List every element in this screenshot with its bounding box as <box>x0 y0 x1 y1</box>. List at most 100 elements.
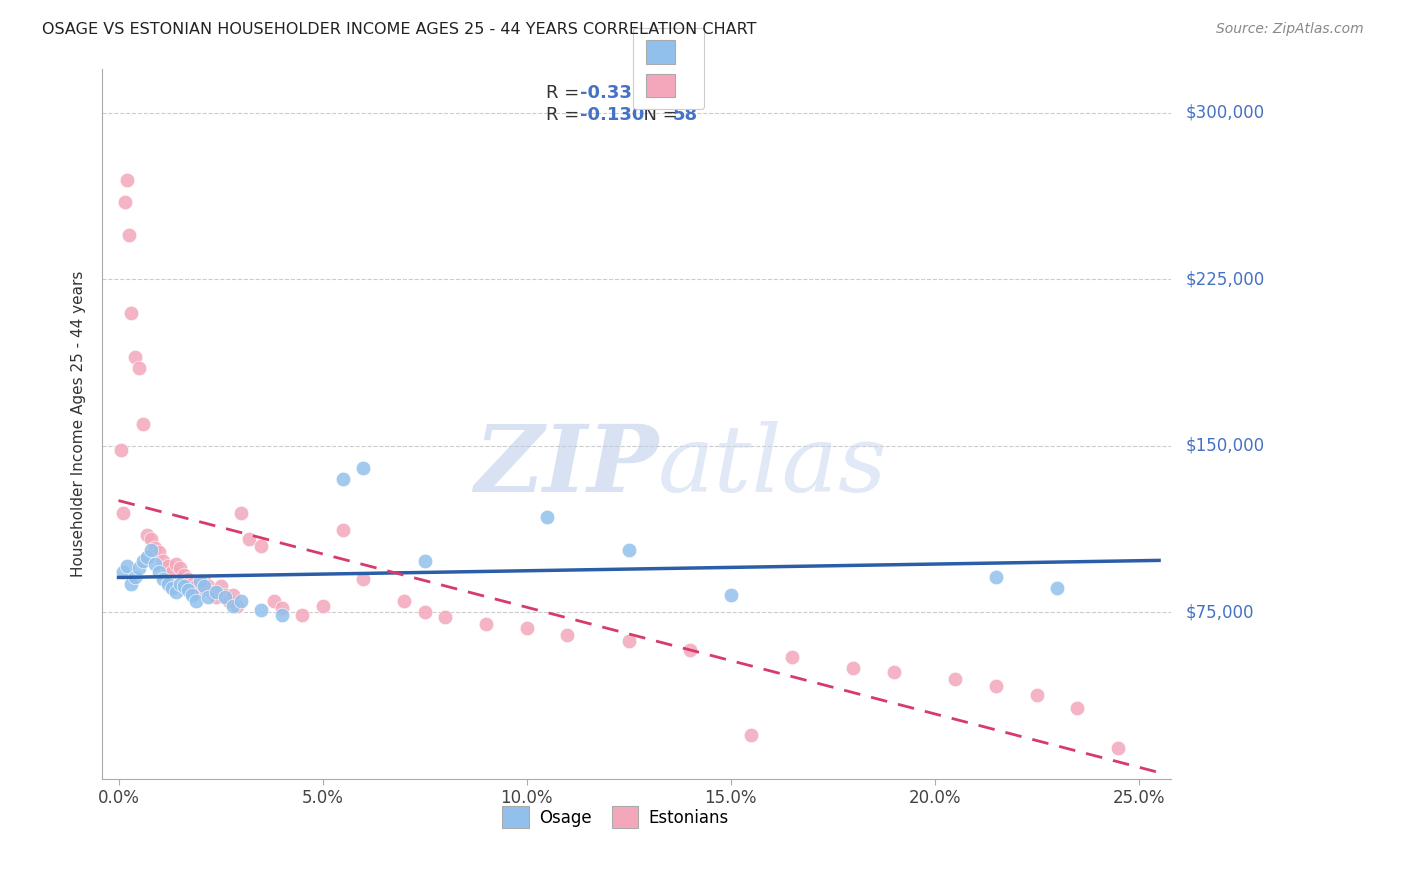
Point <box>413 554 436 568</box>
Point <box>184 594 207 608</box>
Point <box>679 643 702 657</box>
Text: Source: ZipAtlas.com: Source: ZipAtlas.com <box>1216 22 1364 37</box>
Point <box>165 585 187 599</box>
Point <box>1107 740 1129 755</box>
Text: $150,000: $150,000 <box>1185 437 1264 455</box>
Point <box>205 585 228 599</box>
Point <box>136 549 159 564</box>
Point <box>128 361 150 376</box>
Point <box>136 527 159 541</box>
Point <box>156 558 179 573</box>
Point <box>1025 688 1047 702</box>
Point <box>205 590 228 604</box>
Point <box>842 661 865 675</box>
Point <box>617 543 640 558</box>
Text: -0.130: -0.130 <box>581 105 644 124</box>
Point <box>332 472 354 486</box>
Point <box>433 610 456 624</box>
Point <box>218 594 240 608</box>
Point <box>169 576 191 591</box>
Point <box>110 443 132 458</box>
Text: R =: R = <box>546 105 585 124</box>
Point <box>557 627 579 641</box>
Point <box>1046 581 1069 595</box>
Point <box>332 523 354 537</box>
Point <box>720 588 742 602</box>
Point <box>115 558 138 573</box>
Text: -0.331: -0.331 <box>581 85 644 103</box>
Point <box>115 172 138 186</box>
Point <box>173 579 195 593</box>
Point <box>120 576 142 591</box>
Point <box>169 561 191 575</box>
Point <box>148 545 170 559</box>
Point <box>352 572 374 586</box>
Point <box>270 601 292 615</box>
Point <box>352 461 374 475</box>
Point <box>883 665 905 680</box>
Text: OSAGE VS ESTONIAN HOUSEHOLDER INCOME AGES 25 - 44 YEARS CORRELATION CHART: OSAGE VS ESTONIAN HOUSEHOLDER INCOME AGE… <box>42 22 756 37</box>
Text: $225,000: $225,000 <box>1185 270 1264 288</box>
Point <box>250 539 273 553</box>
Text: ZIP: ZIP <box>474 421 658 511</box>
Point <box>225 599 247 613</box>
Text: $300,000: $300,000 <box>1185 104 1264 122</box>
Text: N =: N = <box>633 85 683 103</box>
Point <box>132 417 155 431</box>
Point <box>311 599 333 613</box>
Point <box>128 561 150 575</box>
Point <box>143 541 166 555</box>
Point <box>270 607 292 622</box>
Text: R =: R = <box>546 85 585 103</box>
Point <box>943 672 966 686</box>
Point <box>263 594 285 608</box>
Point <box>984 570 1007 584</box>
Point <box>413 606 436 620</box>
Text: atlas: atlas <box>658 421 887 511</box>
Point <box>141 532 163 546</box>
Text: N =: N = <box>633 105 683 124</box>
Point <box>229 506 252 520</box>
Text: $75,000: $75,000 <box>1185 603 1254 622</box>
Point <box>124 570 146 584</box>
Point <box>173 567 195 582</box>
Point <box>780 649 803 664</box>
Point <box>209 579 232 593</box>
Point <box>114 194 136 209</box>
Point <box>111 506 134 520</box>
Point <box>177 572 200 586</box>
Point <box>392 594 415 608</box>
Point <box>141 543 163 558</box>
Point <box>1066 701 1088 715</box>
Point <box>181 588 204 602</box>
Point <box>160 581 183 595</box>
Point <box>165 557 187 571</box>
Point <box>152 554 174 568</box>
Point <box>152 572 174 586</box>
Point <box>740 727 762 741</box>
Point <box>197 579 219 593</box>
Point <box>184 579 207 593</box>
Point <box>475 616 498 631</box>
Point <box>188 583 211 598</box>
Point <box>120 306 142 320</box>
Legend: Osage, Estonians: Osage, Estonians <box>495 800 735 835</box>
Point <box>188 574 211 589</box>
Point <box>148 566 170 580</box>
Point <box>250 603 273 617</box>
Point <box>160 566 183 580</box>
Point <box>214 590 236 604</box>
Point <box>222 599 245 613</box>
Point <box>516 621 538 635</box>
Point <box>118 227 141 242</box>
Point <box>222 588 245 602</box>
Point <box>229 594 252 608</box>
Point <box>197 590 219 604</box>
Point <box>193 574 215 589</box>
Point <box>177 583 200 598</box>
Y-axis label: Householder Income Ages 25 - 44 years: Householder Income Ages 25 - 44 years <box>72 270 86 577</box>
Point <box>201 585 224 599</box>
Text: 36: 36 <box>673 85 699 103</box>
Point <box>156 576 179 591</box>
Point <box>193 579 215 593</box>
